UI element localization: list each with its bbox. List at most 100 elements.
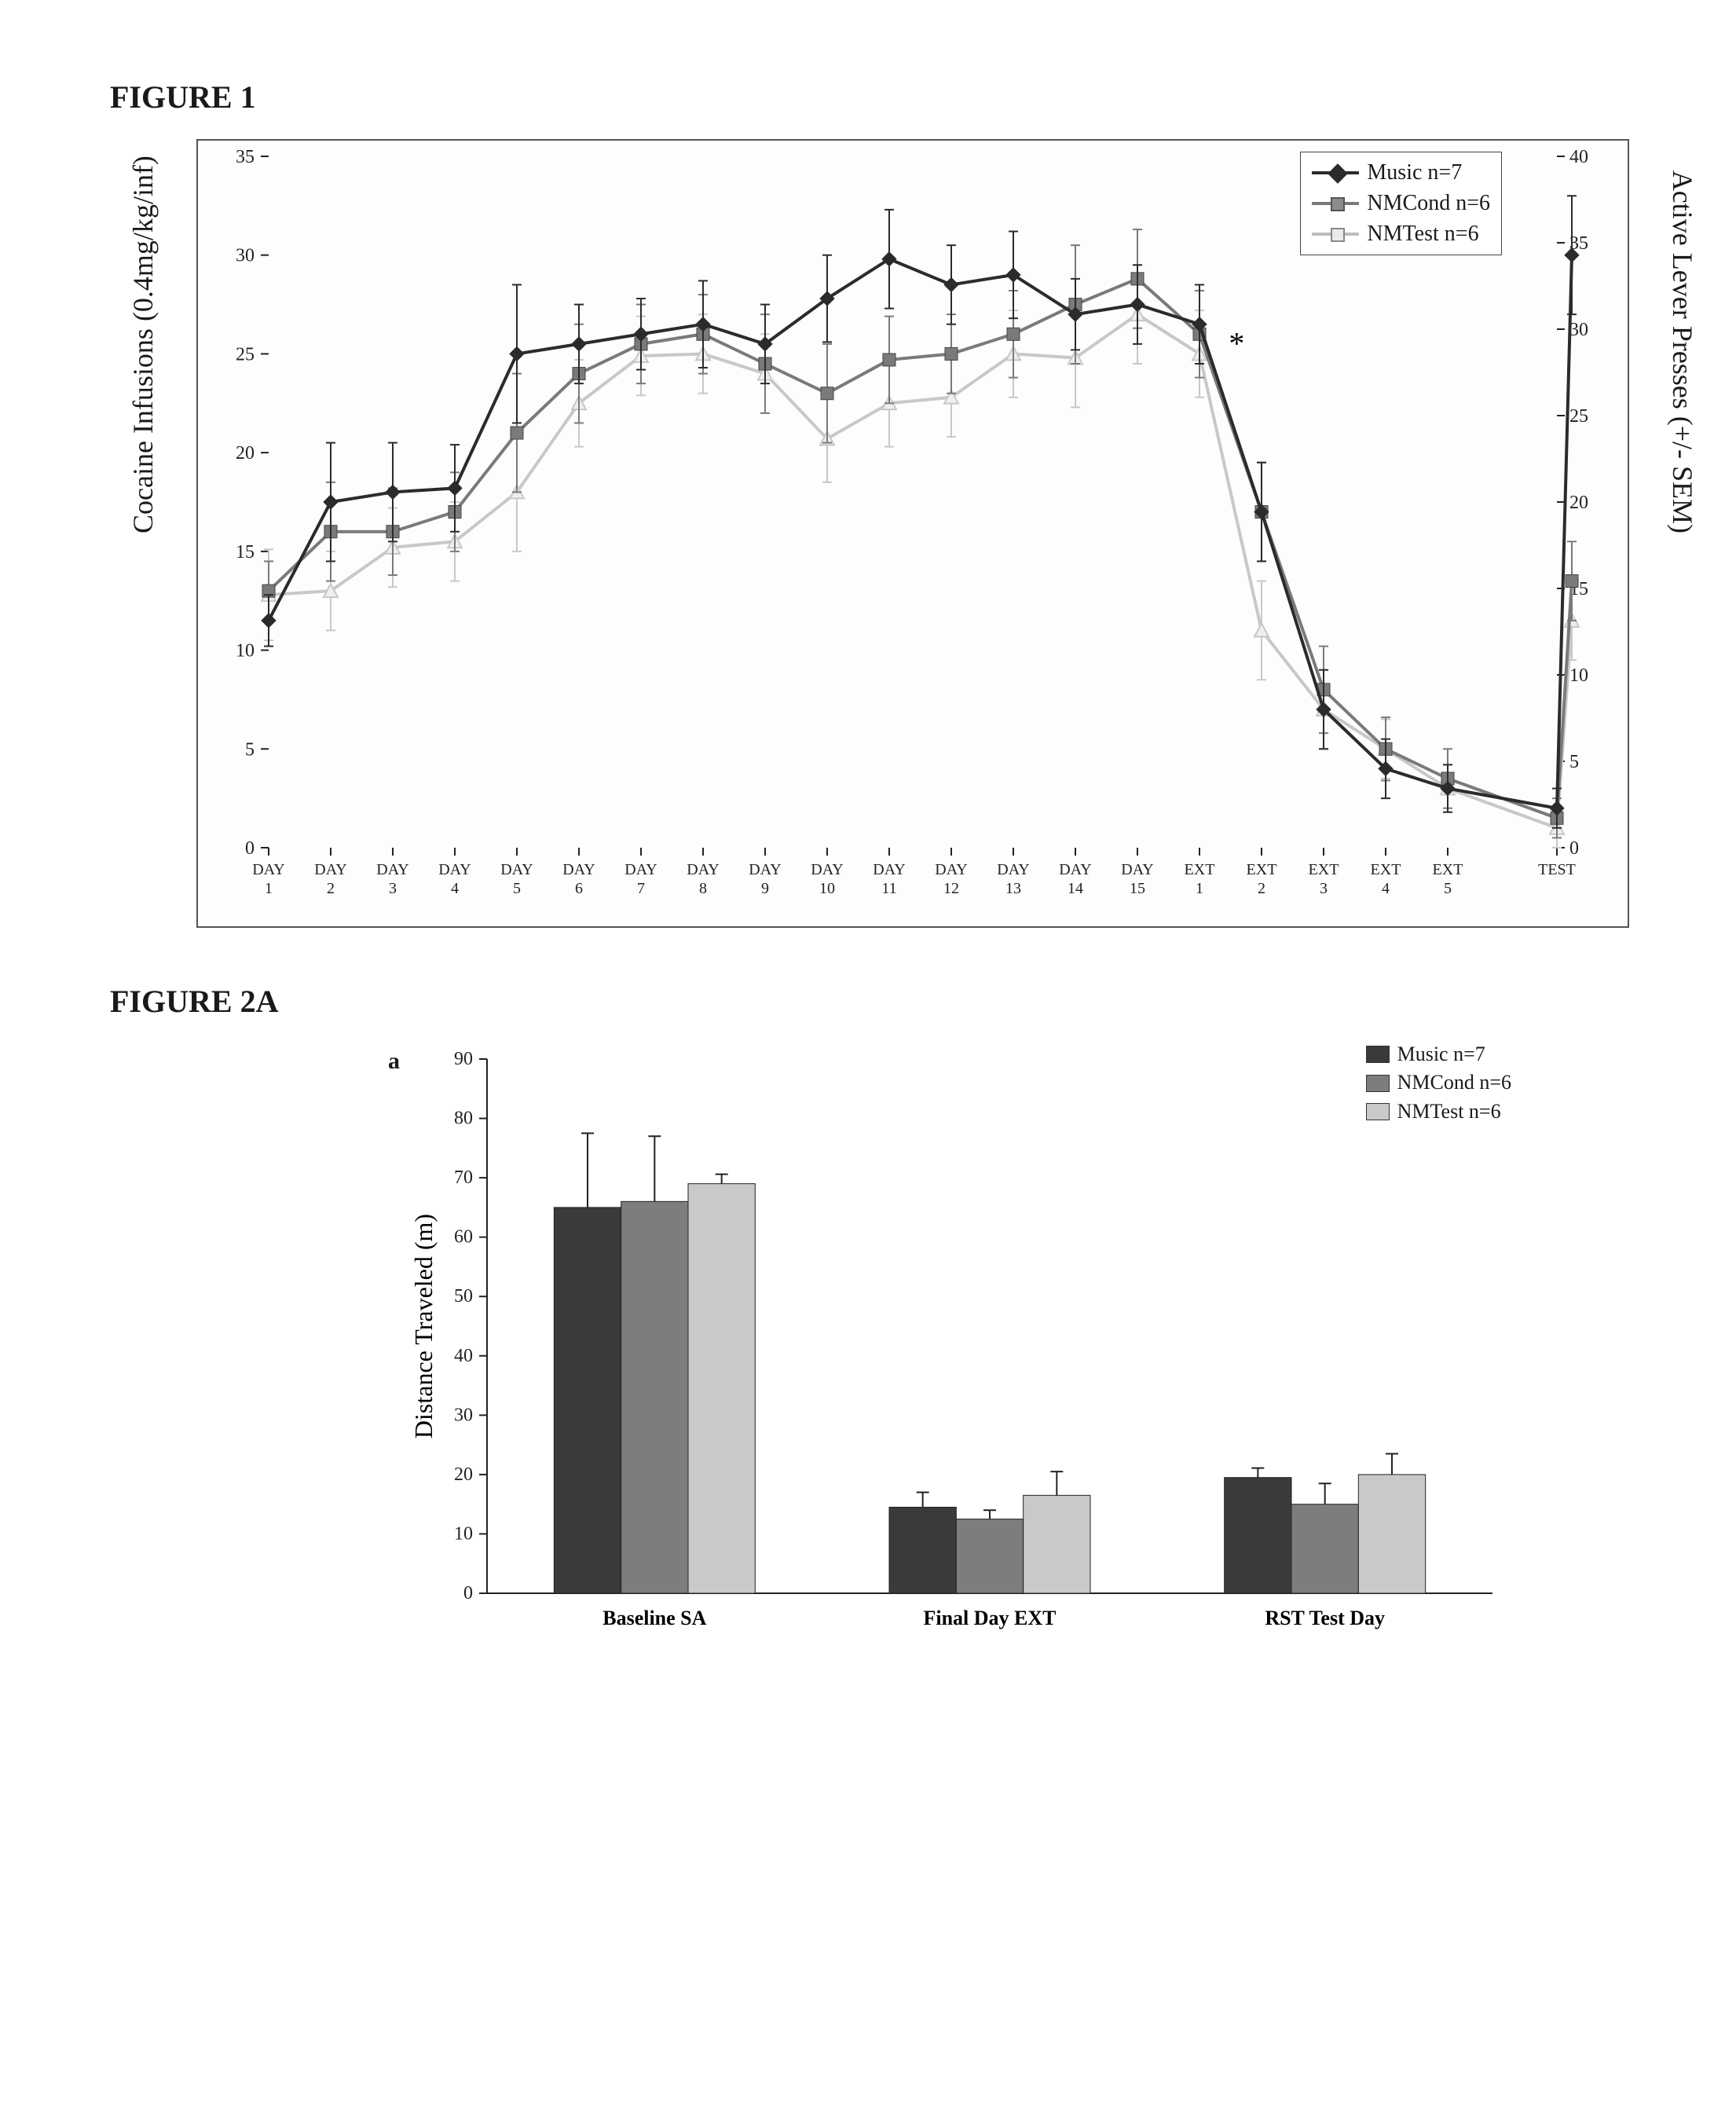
svg-text:EXT: EXT: [1371, 861, 1401, 878]
legend-label: Music n=7: [1367, 157, 1462, 188]
svg-text:5: 5: [1569, 752, 1579, 772]
svg-text:7: 7: [637, 880, 645, 897]
bar-swatch-icon: [1366, 1046, 1390, 1063]
svg-text:DAY: DAY: [252, 861, 285, 878]
legend-item: Music n=7: [1312, 157, 1490, 188]
svg-text:40: 40: [1569, 147, 1588, 167]
square-icon: [1312, 202, 1359, 205]
svg-text:DAY: DAY: [873, 861, 906, 878]
diamond-icon: [1312, 171, 1359, 174]
svg-text:RST Test Day: RST Test Day: [1265, 1607, 1385, 1629]
svg-text:DAY: DAY: [562, 861, 595, 878]
svg-text:11: 11: [881, 880, 896, 897]
svg-text:0: 0: [1569, 838, 1579, 859]
svg-text:DAY: DAY: [749, 861, 782, 878]
svg-text:DAY: DAY: [1121, 861, 1154, 878]
svg-text:DAY: DAY: [438, 861, 471, 878]
svg-text:2: 2: [1258, 880, 1265, 897]
svg-text:3: 3: [1320, 880, 1328, 897]
svg-text:EXT: EXT: [1309, 861, 1339, 878]
svg-text:10: 10: [1569, 665, 1588, 686]
legend-label: NMTest n=6: [1397, 1098, 1501, 1126]
svg-text:5: 5: [1444, 880, 1452, 897]
legend-item: NMTest n=6: [1312, 218, 1490, 249]
svg-text:DAY: DAY: [500, 861, 533, 878]
fig2a-svg: 0 10 20 30 40 50 60 70 80 90 Distance Traveled (m)…: [408, 1043, 1508, 1656]
figure-1-label: FIGURE 1: [110, 79, 1642, 115]
legend-label: NMCond n=6: [1397, 1068, 1511, 1097]
svg-text:2: 2: [327, 880, 335, 897]
svg-text:10: 10: [454, 1523, 473, 1544]
svg-text:30: 30: [1569, 320, 1588, 340]
svg-text:10: 10: [236, 641, 255, 662]
svg-text:1: 1: [265, 880, 273, 897]
svg-text:DAY: DAY: [624, 861, 657, 878]
svg-text:EXT: EXT: [1247, 861, 1277, 878]
svg-text:Final Day EXT: Final Day EXT: [923, 1607, 1056, 1629]
figure1-chart: Cocaine Infusions (0.4mg/kg/inf) Active …: [196, 139, 1629, 928]
svg-text:1: 1: [1196, 880, 1203, 897]
svg-text:60: 60: [454, 1227, 473, 1248]
svg-text:5: 5: [245, 739, 255, 760]
fig1-left-axis-label: Cocaine Infusions (0.4mg/kg/inf): [126, 156, 159, 533]
svg-text:Baseline SA: Baseline SA: [602, 1607, 706, 1629]
bar-swatch-icon: [1366, 1103, 1390, 1120]
figure-2a-label: FIGURE 2A: [110, 983, 1642, 1020]
svg-text:DAY: DAY: [376, 861, 409, 878]
svg-text:5: 5: [513, 880, 521, 897]
triangle-icon: [1312, 233, 1359, 236]
fig2a-legend: Music n=7 NMCond n=6 NMTest n=6: [1366, 1040, 1511, 1126]
svg-text:15: 15: [1130, 880, 1145, 897]
svg-text:50: 50: [454, 1286, 473, 1307]
fig1-svg: 051015202530350510152025303540DAY1DAY2DA…: [198, 141, 1628, 926]
panel-letter: a: [388, 1048, 400, 1075]
svg-text:80: 80: [454, 1109, 473, 1129]
legend-item: NMCond n=6: [1312, 188, 1490, 218]
svg-text:DAY: DAY: [997, 861, 1030, 878]
svg-text:20: 20: [1569, 493, 1588, 513]
figure2a-chart: a Music n=7 NMCond n=6 NMTest n=6 010203…: [408, 1043, 1508, 1656]
svg-text:0: 0: [463, 1583, 473, 1603]
svg-text:3: 3: [389, 880, 397, 897]
svg-text:***: ***: [1505, 141, 1552, 153]
svg-text:TEST: TEST: [1538, 861, 1576, 878]
svg-text:0: 0: [245, 838, 255, 859]
legend-item: NMTest n=6: [1366, 1098, 1511, 1126]
svg-text:DAY: DAY: [314, 861, 347, 878]
svg-text:DAY: DAY: [687, 861, 720, 878]
fig1-legend: Music n=7 NMCond n=6 NMTest n=6: [1300, 152, 1502, 255]
svg-text:15: 15: [236, 542, 255, 563]
svg-text:DAY: DAY: [1059, 861, 1092, 878]
svg-text:25: 25: [1569, 406, 1588, 427]
svg-text:20: 20: [236, 443, 255, 464]
svg-text:30: 30: [236, 246, 255, 266]
svg-text:35: 35: [236, 147, 255, 167]
fig1-right-axis-label: Active Lever Presses (+/- SEM): [1666, 170, 1699, 533]
svg-text:13: 13: [1005, 880, 1021, 897]
svg-text:40: 40: [454, 1346, 473, 1366]
svg-text:30: 30: [454, 1405, 473, 1425]
legend-item: Music n=7: [1366, 1040, 1511, 1068]
svg-text:DAY: DAY: [935, 861, 968, 878]
svg-text:25: 25: [236, 344, 255, 365]
svg-text:Distance Traveled (m): Distance Traveled (m): [409, 1214, 438, 1438]
svg-text:*: *: [1229, 325, 1244, 361]
legend-label: Music n=7: [1397, 1040, 1485, 1068]
svg-text:10: 10: [819, 880, 835, 897]
svg-text:14: 14: [1068, 880, 1083, 897]
bar-swatch-icon: [1366, 1075, 1390, 1092]
svg-text:9: 9: [761, 880, 769, 897]
svg-text:12: 12: [943, 880, 959, 897]
svg-text:4: 4: [451, 880, 459, 897]
svg-text:20: 20: [454, 1464, 473, 1485]
svg-text:4: 4: [1382, 880, 1390, 897]
svg-text:EXT: EXT: [1433, 861, 1463, 878]
svg-text:8: 8: [699, 880, 707, 897]
svg-text:70: 70: [454, 1167, 473, 1188]
legend-item: NMCond n=6: [1366, 1068, 1511, 1097]
svg-text:90: 90: [454, 1049, 473, 1069]
svg-text:6: 6: [575, 880, 583, 897]
svg-text:DAY: DAY: [811, 861, 844, 878]
legend-label: NMTest n=6: [1367, 218, 1478, 249]
svg-text:EXT: EXT: [1185, 861, 1215, 878]
